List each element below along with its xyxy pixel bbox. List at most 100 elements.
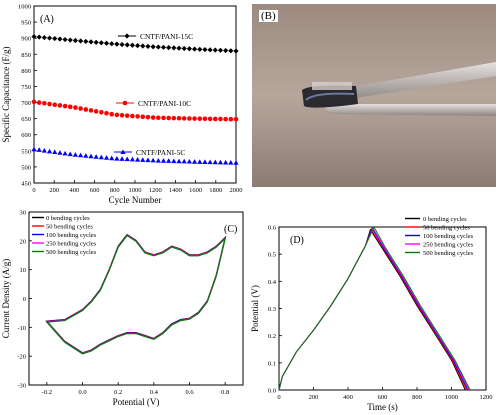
data-point-marker bbox=[36, 34, 42, 40]
legend-label: CNTF/PANI-15C bbox=[140, 32, 193, 41]
x-axis-label: Time (s) bbox=[367, 402, 397, 412]
x-tick-label: 1400 bbox=[169, 187, 182, 194]
data-point-marker bbox=[171, 45, 177, 51]
data-point-marker bbox=[161, 115, 166, 121]
data-point-marker bbox=[228, 116, 234, 122]
data-point-marker bbox=[207, 116, 213, 122]
data-point-marker bbox=[46, 148, 53, 154]
data-point-marker bbox=[119, 156, 125, 161]
data-point-marker bbox=[228, 48, 234, 54]
data-point-marker bbox=[223, 47, 229, 54]
data-point-marker bbox=[119, 112, 125, 118]
data-point-marker bbox=[62, 36, 68, 43]
y-tick-label: 0.3 bbox=[268, 306, 276, 313]
data-point-marker bbox=[31, 146, 37, 152]
data-point-marker bbox=[67, 104, 73, 110]
y-tick-label: 0 bbox=[23, 296, 26, 303]
data-point-marker bbox=[47, 101, 52, 107]
data-point-marker bbox=[233, 48, 239, 54]
y-tick-label: -10 bbox=[17, 325, 26, 332]
x-tick-label: -0.2 bbox=[42, 389, 52, 396]
data-point-marker bbox=[57, 103, 63, 108]
data-point-marker bbox=[104, 110, 109, 116]
x-tick-label: 1800 bbox=[209, 187, 222, 194]
y-tick-label: 0.5 bbox=[268, 252, 276, 259]
data-point-marker bbox=[155, 157, 161, 163]
y-tick-label: 850 bbox=[21, 52, 31, 59]
data-point-marker bbox=[197, 159, 203, 164]
x-tick-label: 1600 bbox=[189, 187, 202, 194]
data-point-marker bbox=[120, 149, 126, 154]
data-point-marker bbox=[62, 103, 68, 109]
gcd-curve bbox=[278, 225, 471, 391]
x-tick-label: 0.2 bbox=[114, 389, 122, 396]
y-axis-label: Current Density (A/g) bbox=[1, 259, 11, 338]
y-tick-label: 0.4 bbox=[268, 279, 277, 286]
data-point-marker bbox=[103, 155, 110, 160]
data-point-marker bbox=[155, 44, 161, 50]
y-axis-label: Potential (V) bbox=[250, 285, 260, 332]
panel-label-b: (B) bbox=[259, 10, 278, 22]
data-point-marker bbox=[129, 156, 136, 162]
data-point-marker bbox=[233, 160, 239, 165]
data-point-marker bbox=[181, 158, 187, 164]
data-point-marker bbox=[93, 109, 99, 114]
data-point-marker bbox=[124, 33, 130, 39]
data-point-marker bbox=[41, 148, 47, 153]
y-tick-label: 0.6 bbox=[268, 225, 277, 232]
x-tick-label: 200 bbox=[49, 187, 59, 194]
data-point-marker bbox=[212, 116, 218, 122]
data-point-marker bbox=[93, 154, 99, 159]
legend-label: 50 bending cycles bbox=[46, 224, 93, 231]
y-axis-label: Specific Capacitance (F/g) bbox=[1, 47, 11, 143]
data-point-marker bbox=[72, 37, 79, 44]
data-point-marker bbox=[171, 158, 177, 164]
data-point-marker bbox=[150, 115, 156, 120]
data-point-marker bbox=[99, 110, 104, 115]
y-tick-label: 0.2 bbox=[268, 333, 276, 340]
y-tick-label: 0.1 bbox=[268, 360, 276, 367]
data-point-marker bbox=[134, 43, 141, 49]
data-point-marker bbox=[171, 115, 177, 121]
data-point-marker bbox=[83, 107, 89, 112]
legend-label: 0 bending cycles bbox=[423, 216, 467, 223]
data-point-marker bbox=[98, 40, 104, 46]
legend-label: 100 bending cycles bbox=[46, 232, 97, 239]
y-tick-label: -20 bbox=[17, 354, 26, 361]
legend-label: 100 bending cycles bbox=[423, 233, 474, 240]
legend-label: CNTF/PANI-5C bbox=[136, 148, 185, 157]
data-point-marker bbox=[207, 47, 213, 53]
data-point-marker bbox=[145, 114, 151, 120]
data-point-marker bbox=[57, 36, 63, 42]
data-point-marker bbox=[78, 106, 83, 111]
data-point-marker bbox=[150, 157, 156, 163]
data-point-marker bbox=[218, 116, 223, 122]
data-point-marker bbox=[78, 38, 84, 44]
data-point-marker bbox=[88, 153, 94, 159]
tweezers-photo-icon bbox=[252, 4, 496, 187]
x-tick-label: 600 bbox=[90, 187, 100, 194]
x-axis-label: Cycle Number bbox=[109, 195, 162, 205]
data-point-marker bbox=[160, 44, 167, 50]
x-tick-label: 800 bbox=[412, 394, 422, 401]
x-tick-label: 0.0 bbox=[78, 389, 86, 396]
data-point-marker bbox=[145, 43, 151, 49]
data-point-marker bbox=[176, 158, 182, 164]
data-point-marker bbox=[192, 116, 197, 121]
data-point-marker bbox=[145, 157, 151, 163]
data-point-marker bbox=[130, 113, 135, 119]
data-point-marker bbox=[109, 155, 115, 161]
data-point-marker bbox=[36, 147, 42, 152]
y-tick-label: 30 bbox=[20, 210, 27, 217]
data-point-marker bbox=[67, 151, 73, 157]
data-point-marker bbox=[202, 159, 208, 164]
y-tick-label: 0.0 bbox=[268, 388, 276, 395]
panel-label: (C) bbox=[224, 224, 237, 235]
y-tick-label: 900 bbox=[21, 36, 31, 43]
data-point-marker bbox=[140, 114, 146, 120]
x-tick-label: 800 bbox=[110, 187, 120, 194]
data-point-marker bbox=[223, 116, 228, 122]
y-tick-label: 600 bbox=[21, 132, 31, 139]
data-point-marker bbox=[114, 41, 120, 47]
data-point-marker bbox=[181, 45, 187, 52]
